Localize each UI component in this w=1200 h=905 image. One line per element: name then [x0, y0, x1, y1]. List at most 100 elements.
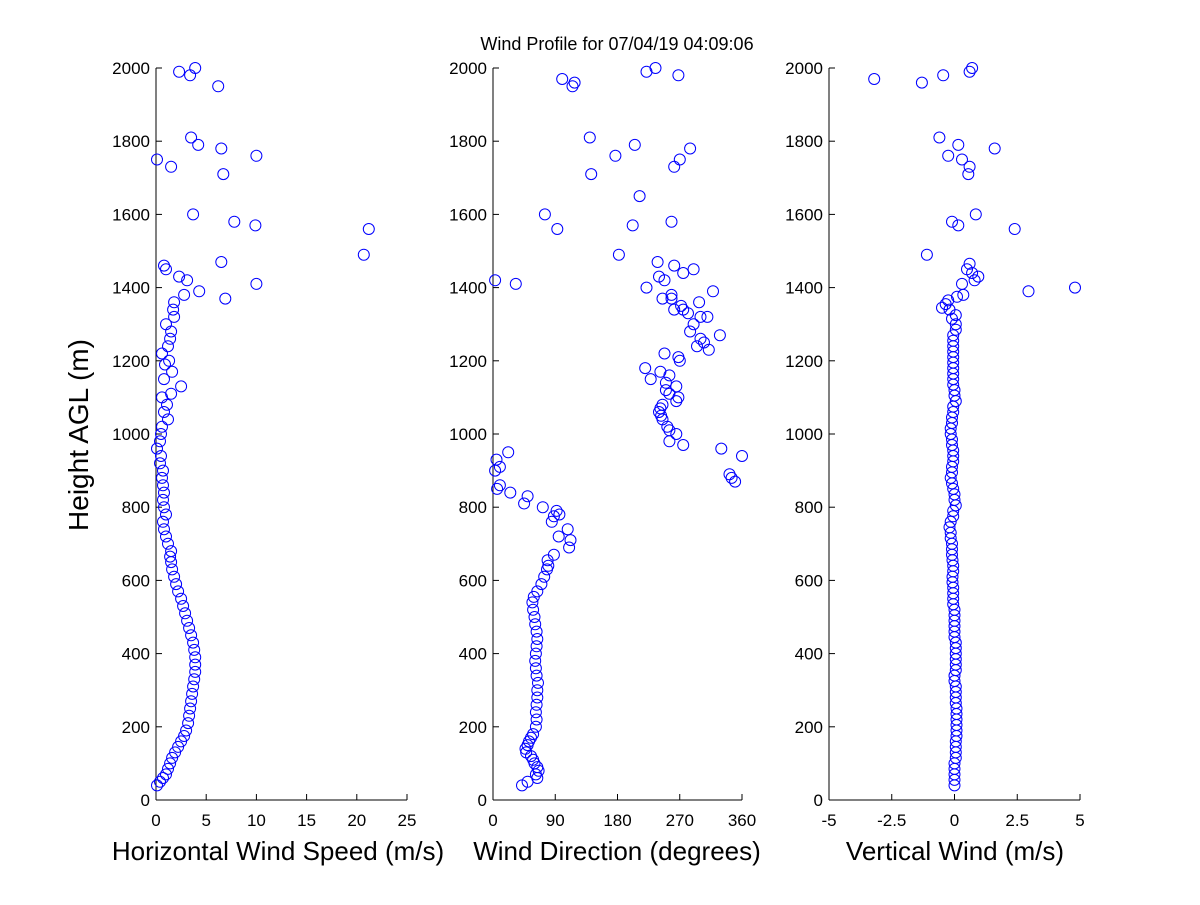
direction-x-tick-label: 0 — [488, 811, 497, 830]
vertical-data-point — [972, 270, 985, 283]
direction-data-point — [691, 340, 703, 353]
direction-data-point — [658, 347, 671, 360]
direction-y-tick-label: 200 — [459, 718, 487, 737]
speed-x-tick-label: 0 — [151, 811, 160, 830]
speed-data-point — [181, 614, 194, 627]
y-axis-label: Height AGL (m) — [63, 339, 94, 531]
direction-data-point — [626, 219, 639, 232]
direction-data-point — [530, 640, 543, 653]
speed-x-tick-label: 25 — [398, 811, 417, 830]
speed-data-point — [162, 340, 174, 353]
speed-data-point — [157, 515, 169, 528]
direction-data-point — [694, 310, 707, 323]
direction-data-point — [668, 303, 681, 316]
direction-data-point — [490, 453, 503, 466]
speed-data-point — [212, 80, 225, 93]
direction-data-point — [529, 647, 542, 660]
speed-data-point — [187, 636, 200, 649]
speed-data-point — [175, 592, 188, 605]
speed-data-point — [167, 303, 180, 316]
direction-data-point — [538, 208, 551, 221]
speed-data-point — [155, 428, 167, 440]
direction-data-point — [687, 263, 700, 276]
speed-y-tick-label: 1800 — [112, 132, 150, 151]
speed-data-point — [154, 775, 166, 788]
vertical-y-tick-label: 0 — [814, 791, 823, 810]
speed-y-tick-label: 1600 — [112, 205, 150, 224]
speed-data-point — [177, 600, 190, 612]
speed-data-point — [162, 537, 174, 550]
speed-data-point — [160, 263, 172, 276]
speed-data-point — [181, 274, 194, 287]
vertical-data-point — [947, 334, 960, 347]
vertical-data-point — [969, 208, 982, 221]
vertical-y-tick-label: 1000 — [785, 425, 823, 444]
speed-data-point — [154, 457, 166, 470]
speed-x-tick-label: 20 — [347, 811, 366, 830]
speed-data-point — [157, 772, 169, 784]
vertical-data-point — [1069, 281, 1081, 294]
direction-data-point — [530, 713, 543, 726]
speed-y-tick-label: 800 — [122, 498, 150, 517]
vertical-data-point — [963, 65, 976, 78]
direction-x-tick-label: 180 — [603, 811, 631, 830]
direction-data-point — [713, 329, 726, 342]
vertical-data-point — [942, 149, 955, 162]
speed-data-point — [160, 508, 172, 521]
vertical-x-tick-label: 5 — [1075, 811, 1084, 830]
direction-data-point — [665, 292, 678, 305]
vertical-data-point — [948, 488, 961, 501]
panel-vertical: 0 200 400 600 800 1000 1200 1400 1600 1800 2000 -5 -… — [785, 59, 1085, 866]
speed-data-point — [184, 702, 197, 715]
speed-data-point — [187, 208, 200, 221]
direction-y-tick-label: 1000 — [449, 425, 487, 444]
direction-data-point — [535, 578, 548, 591]
vertical-data-point — [952, 219, 965, 232]
direction-data-point — [493, 479, 506, 492]
vertical-data-point — [956, 277, 968, 290]
direction-data-point — [723, 468, 736, 481]
direction-data-point — [663, 387, 676, 400]
direction-data-point — [502, 446, 515, 459]
direction-data-point — [526, 596, 539, 609]
speed-data-point — [165, 387, 178, 400]
speed-data-point — [249, 219, 262, 232]
direction-data-point — [564, 534, 577, 547]
direction-data-point — [698, 336, 710, 349]
speed-data-point — [158, 486, 170, 499]
speed-data-point — [151, 779, 163, 792]
speed-data-point — [160, 318, 172, 331]
speed-data-point — [188, 673, 201, 686]
direction-data-point — [693, 296, 706, 309]
speed-data-point — [156, 420, 168, 433]
speed-data-point — [357, 248, 370, 261]
direction-data-point — [612, 248, 625, 261]
speed-data-point — [162, 762, 174, 775]
speed-data-point — [188, 643, 201, 656]
direction-data-point — [672, 69, 685, 82]
speed-data-point — [169, 746, 182, 759]
speed-data-point — [183, 622, 196, 634]
vertical-y-tick-label: 1400 — [785, 279, 823, 298]
speed-data-point — [157, 479, 169, 492]
direction-data-point — [538, 570, 551, 583]
vertical-y-tick-label: 1200 — [785, 352, 823, 371]
vertical-data-point — [943, 521, 956, 534]
direction-data-point — [736, 450, 748, 462]
speed-data-point — [189, 651, 202, 664]
speed-x-tick-label: 5 — [201, 811, 210, 830]
direction-data-point — [568, 76, 581, 89]
vertical-y-tick-label: 800 — [795, 498, 823, 517]
direction-data-point — [518, 497, 531, 510]
speed-data-point — [170, 578, 183, 591]
vertical-data-point — [1008, 223, 1021, 235]
speed-data-point — [165, 160, 178, 173]
vertical-y-tick-label: 1800 — [785, 132, 823, 151]
direction-data-point — [656, 398, 669, 411]
vertical-y-tick-label: 2000 — [785, 59, 823, 78]
speed-data-point — [158, 373, 170, 386]
vertical-data-point — [988, 142, 1001, 155]
direction-data-point — [521, 490, 534, 503]
direction-data-point — [640, 281, 653, 294]
speed-data-point — [156, 471, 168, 484]
